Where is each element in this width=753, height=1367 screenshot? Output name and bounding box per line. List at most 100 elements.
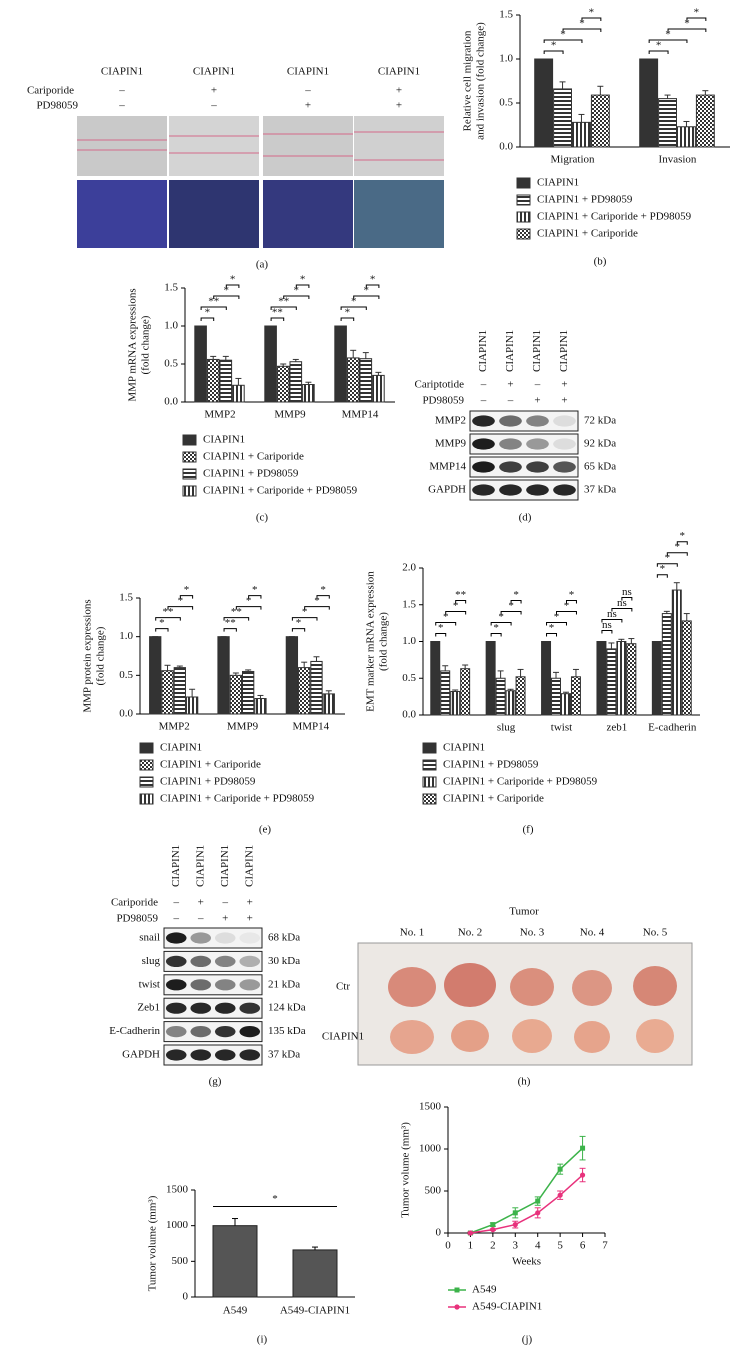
significance-label: ** — [208, 296, 219, 308]
significance-bracket — [490, 633, 502, 637]
legend-swatch — [139, 793, 154, 805]
error-bar — [245, 669, 252, 672]
significance-label: * — [498, 611, 504, 623]
lane-header: CIAPIN1 — [219, 845, 231, 887]
blot-band — [214, 1049, 236, 1061]
significance-label: * — [302, 606, 308, 618]
significance-label: * — [272, 1193, 278, 1205]
bar — [440, 670, 451, 716]
legend-label: CIAPIN1 — [537, 177, 579, 189]
significance-label: * — [184, 584, 190, 596]
row-label: PD98059 — [422, 395, 464, 407]
significance-bracket — [223, 617, 250, 621]
significance-bracket — [656, 574, 668, 578]
significance-bracket — [235, 606, 262, 610]
point — [535, 1210, 541, 1216]
error-bar — [312, 1246, 318, 1250]
bar — [572, 121, 591, 148]
blot-band — [499, 461, 522, 473]
row-label: Ctr — [336, 981, 350, 993]
significance-bracket — [543, 50, 564, 54]
y-tick-label: 1500 — [166, 1184, 189, 1196]
error-bar — [618, 638, 625, 642]
significance-label: * — [684, 18, 690, 30]
bar — [681, 620, 692, 716]
y-axis-label: (fold change) — [140, 315, 152, 374]
blot-band — [499, 484, 522, 496]
x-tick-label: twist — [551, 722, 572, 734]
y-tick-label: 0.0 — [119, 708, 133, 720]
significance-label: * — [493, 622, 499, 634]
legend-swatch — [516, 211, 531, 223]
treatment-sign: – — [534, 379, 541, 391]
error-bar — [235, 377, 242, 386]
bar — [553, 88, 572, 148]
error-bar — [301, 661, 308, 668]
legend-swatch — [139, 759, 154, 771]
significance-label: * — [224, 285, 230, 297]
blot-band — [472, 438, 495, 450]
bar — [626, 643, 637, 716]
row-label: PD98059 — [116, 913, 158, 925]
bar — [149, 636, 162, 715]
bar — [264, 325, 277, 403]
error-bar — [350, 349, 357, 358]
treatment-sign: – — [507, 395, 514, 407]
significance-label: * — [560, 29, 566, 41]
tumor-title: Tumor — [509, 906, 539, 918]
band-size: 92 kDa — [584, 438, 616, 450]
y-axis-label: EMT marker mRNA expression — [365, 571, 377, 712]
x-tick-label: A549-CIAPIN1 — [280, 1305, 350, 1317]
treatment-sign: + — [211, 85, 217, 97]
significance-label: * — [438, 622, 444, 634]
error-bar — [663, 610, 670, 614]
significance-bracket — [155, 617, 181, 621]
significance-label: ns — [622, 586, 632, 598]
significance-label: * — [513, 589, 519, 601]
bar — [551, 677, 562, 716]
significance-bracket — [435, 633, 447, 637]
bar — [616, 641, 627, 716]
significance-bracket — [200, 306, 227, 310]
significance-label: * — [320, 584, 326, 596]
significance-label: * — [554, 611, 560, 623]
legend-swatch — [516, 194, 531, 206]
bar — [346, 357, 360, 403]
tumor-number: No. 3 — [520, 927, 545, 939]
error-bar — [452, 689, 459, 692]
significance-label: * — [551, 40, 557, 52]
significance-bracket — [666, 552, 688, 556]
band-size: 37 kDa — [268, 1049, 300, 1061]
blot-band — [526, 415, 549, 427]
x-tick-label: MMP2 — [204, 409, 235, 421]
blot-band — [499, 438, 522, 450]
significance-label: * — [589, 7, 595, 19]
bar — [298, 667, 311, 715]
error-bar — [232, 1218, 238, 1226]
x-tick-label: 0 — [445, 1240, 451, 1252]
panel-label: (e) — [259, 824, 272, 836]
blot-band — [214, 979, 236, 991]
blot-band — [214, 1002, 236, 1014]
significance-bracket — [648, 39, 688, 43]
significance-bracket — [248, 595, 262, 599]
blot-frame — [469, 433, 579, 455]
error-bar — [517, 668, 524, 677]
significance-label: * — [351, 296, 357, 308]
panel-label: (a) — [256, 259, 269, 271]
legend-label: CIAPIN1 + Cariporide + PD98059 — [443, 776, 598, 788]
legend-label: CIAPIN1 + Cariporide + PD98059 — [203, 485, 358, 497]
blot-band — [239, 1026, 261, 1038]
blot-band — [526, 461, 549, 473]
significance-bracket — [648, 50, 669, 54]
significance-label: * — [579, 18, 585, 30]
bar — [658, 98, 677, 148]
lane-header: CIAPIN1 — [243, 845, 255, 887]
legend-swatch — [422, 793, 437, 805]
bar — [232, 384, 245, 403]
treatment-sign: + — [507, 379, 513, 391]
column-header: CIAPIN1 — [287, 66, 329, 78]
significance-bracket — [656, 563, 678, 567]
treatment-sign: + — [247, 897, 253, 909]
significance-label: ** — [225, 617, 236, 629]
